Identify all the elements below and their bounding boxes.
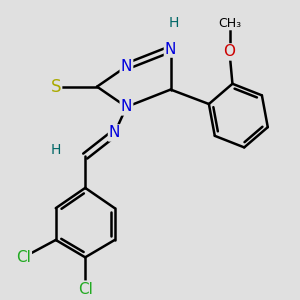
Text: Cl: Cl <box>16 250 31 265</box>
Text: N: N <box>121 59 132 74</box>
Text: Cl: Cl <box>78 282 93 297</box>
Text: O: O <box>224 44 236 59</box>
Text: CH₃: CH₃ <box>218 16 241 29</box>
Text: N: N <box>121 99 132 114</box>
Text: S: S <box>50 78 61 96</box>
Text: N: N <box>165 42 176 57</box>
Text: H: H <box>168 16 179 30</box>
Text: H: H <box>51 143 61 157</box>
Text: N: N <box>109 125 120 140</box>
